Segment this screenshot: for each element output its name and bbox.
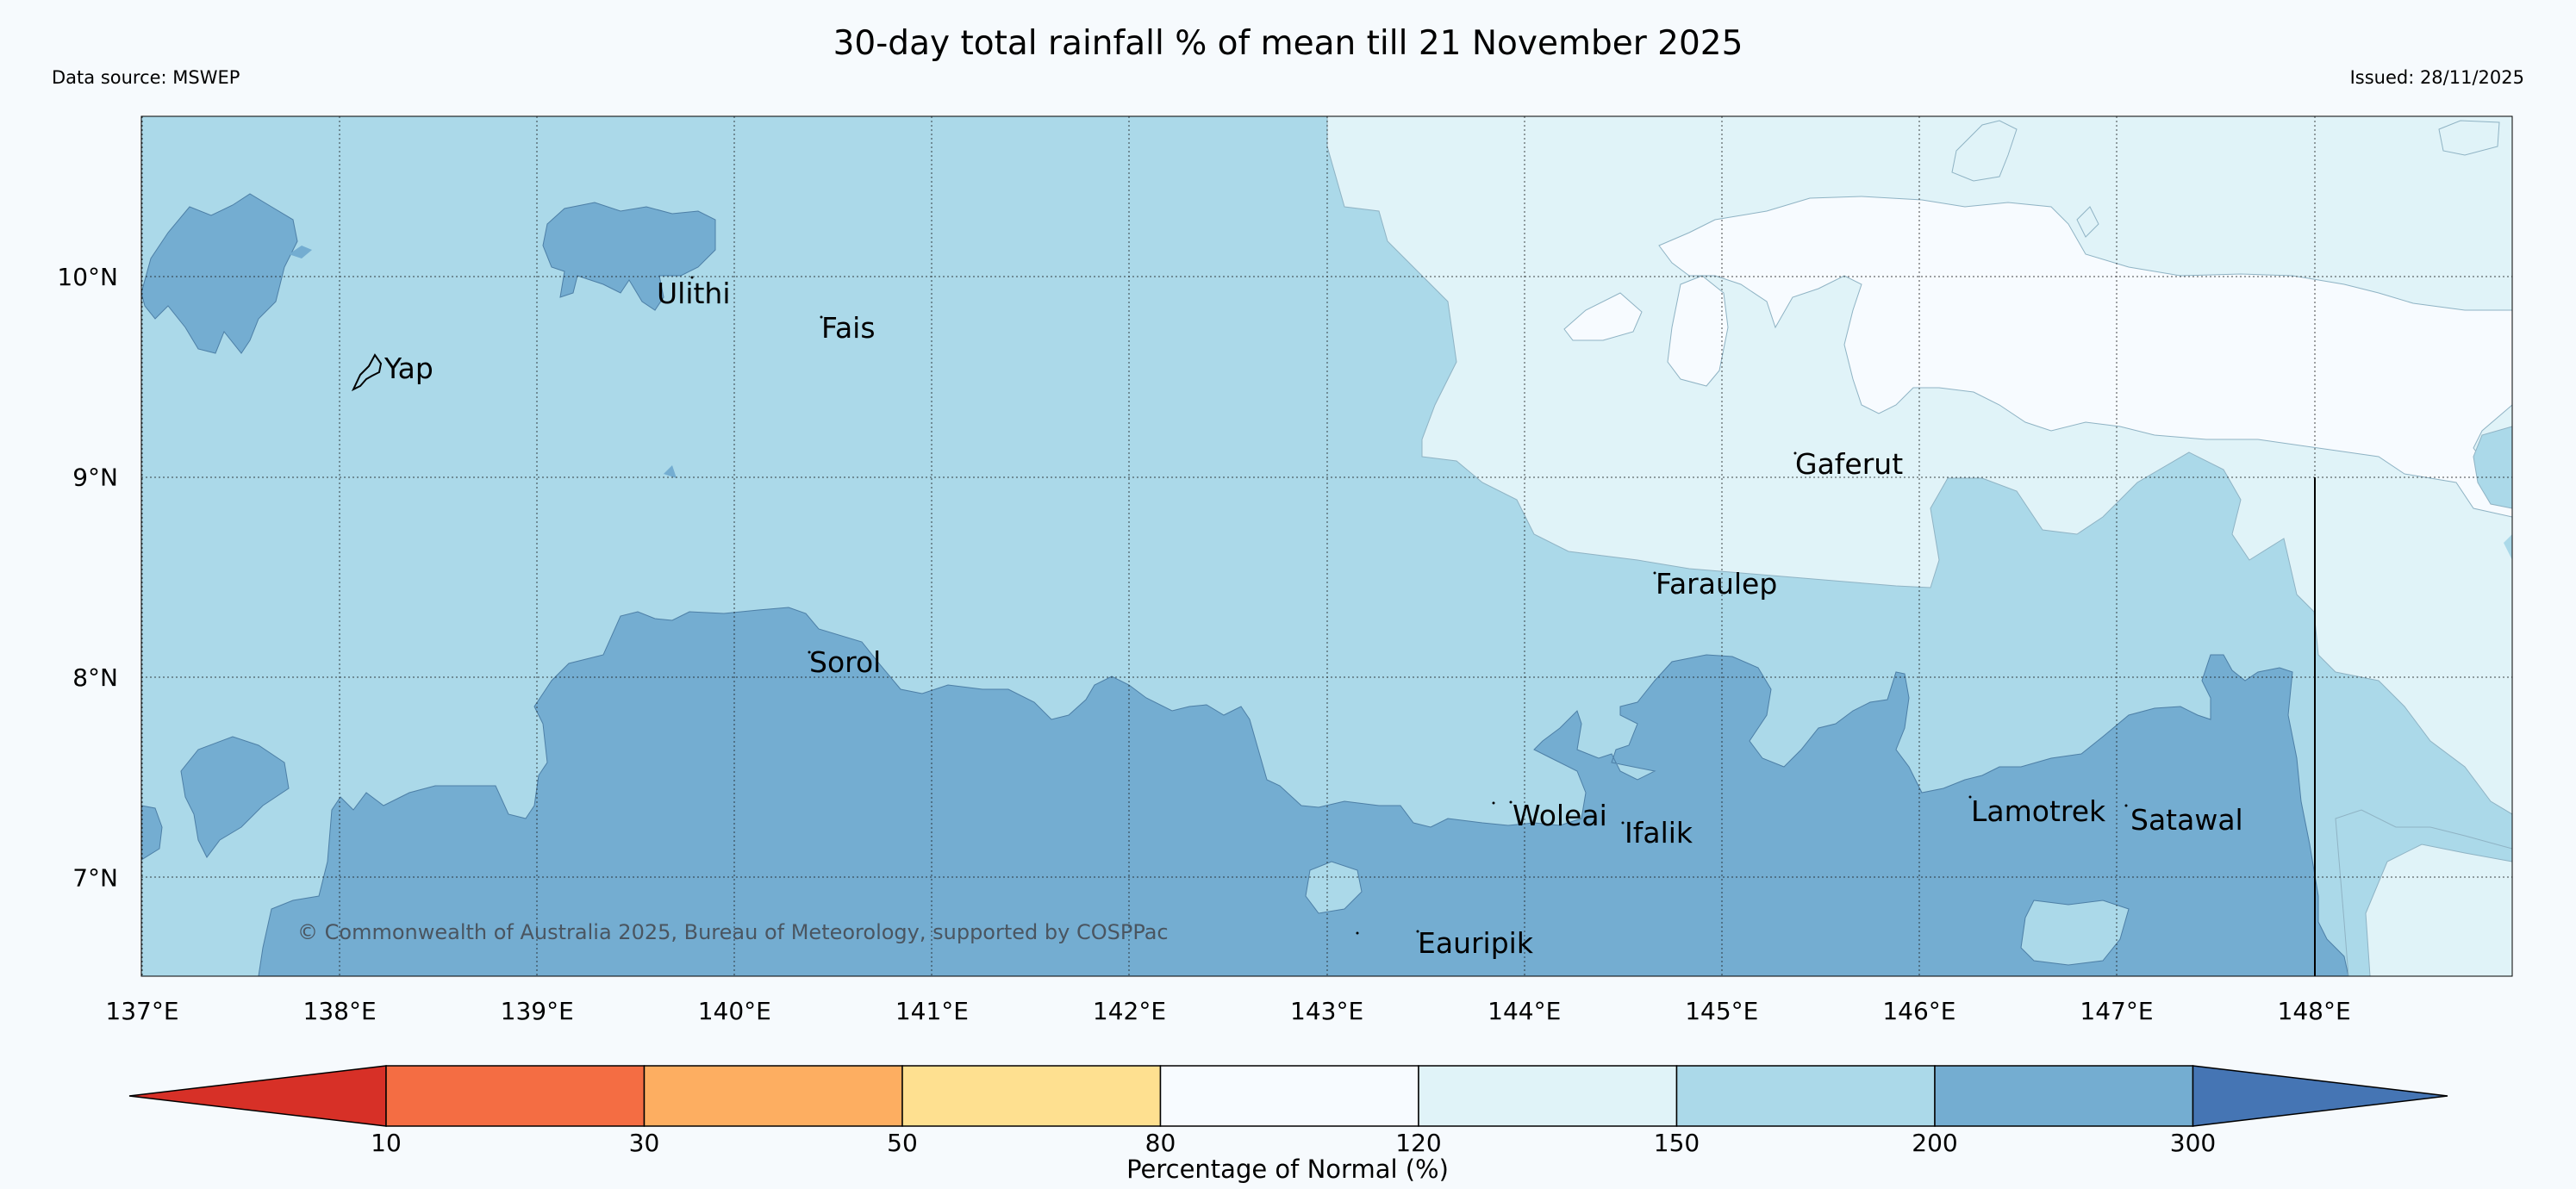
lon-tick-label: 143°E [1290,997,1363,1025]
colorbar-extend-high [2192,1065,2448,1127]
band-150-200-east [2473,426,2512,509]
band-200-300-nw [141,193,298,354]
band-80-120-patch [1563,292,1643,341]
latitude-ticks: 10°N 9°N 8°N 7°N [57,263,118,893]
band-80-120-north [1658,196,2512,518]
lon-tick-label: 142°E [1093,997,1166,1025]
band-120-150-n3 [2076,206,2099,238]
lon-tick-label: 148°E [2278,997,2351,1025]
lon-tick-label: 147°E [2080,997,2153,1025]
colorbar-bin [901,1065,1162,1127]
lon-tick-label: 140°E [698,997,771,1025]
place-label-ulithi: Ulithi [657,277,731,310]
place-label-gaferut: Gaferut [1795,447,1903,481]
place-label-faraulep: Faraulep [1656,567,1777,601]
place-label-woleai: Woleai [1513,799,1607,832]
lon-tick-label: 144°E [1488,997,1561,1025]
lon-tick-label: 145°E [1685,997,1758,1025]
band-200-300-ulithi [542,202,716,311]
colorbar [128,1065,2448,1127]
band-200-300-w4 [664,465,677,478]
lon-tick-label: 139°E [501,997,574,1025]
lon-tick-label: 141°E [895,997,969,1025]
lat-tick-label: 7°N [72,864,118,893]
colorbar-tick: 10 [371,1129,402,1157]
lon-tick-label: 138°E [303,997,377,1025]
lon-tick-label: 137°E [105,997,178,1025]
copyright-text: © Commonwealth of Australia 2025, Bureau… [297,920,1169,944]
colorbar-tick-labels: 10 30 50 80 120 150 200 300 [371,1129,2216,1157]
colorbar-bin [643,1065,903,1127]
colorbar-tick: 50 [887,1129,918,1157]
lat-tick-label: 8°N [72,663,118,692]
longitude-ticks: 137°E 138°E 139°E 140°E 141°E 142°E 143°E 144°E… [105,997,2350,1025]
band-80-120-patch2 [1667,275,1729,387]
lat-tick-label: 10°N [57,263,118,291]
graticule [141,116,2512,976]
colorbar-tick: 200 [1912,1129,1957,1157]
colorbar-bin [1934,1065,2194,1127]
place-label-fais: Fais [821,311,876,345]
colorbar-tick: 80 [1145,1129,1176,1157]
colorbar-bin [1418,1065,1678,1127]
colorbar-tick: 300 [2170,1129,2216,1157]
lon-tick-label: 146°E [1882,997,1955,1025]
map-frame [140,115,2513,977]
band-120-150-south-east-fill [2365,844,2512,976]
map-title: 30-day total rainfall % of mean till 21 … [833,24,1743,63]
band-150-200-east2 [2504,534,2512,560]
colorbar-bin [1159,1065,1419,1127]
colorbar-bin [1675,1065,1936,1127]
place-labels: Yap Ulithi Fais Sorol Gaferut Faraulep W… [384,277,2243,960]
colorbar-tick: 30 [629,1129,660,1157]
place-label-sorol: Sorol [809,645,881,679]
band-200-300-south [141,607,2349,976]
band-120-150-n1 [1951,120,2018,182]
band-200-300-w1 [180,736,290,858]
band-200-300-w3 [289,246,312,258]
band-150-200-hole [2020,900,2130,966]
place-label-lamotrek: Lamotrek [1971,794,2106,828]
place-label-satawal: Satawal [2130,803,2243,837]
issued-date-label: Issued: 28/11/2025 [2349,67,2524,88]
band-150-200-hole2 [1305,861,1363,914]
colorbar-bin [385,1065,646,1127]
colorbar-tick: 150 [1654,1129,1700,1157]
island-dots [690,276,2128,935]
colorbar-tick: 120 [1395,1129,1441,1157]
colorbar-title: Percentage of Normal (%) [1126,1155,1449,1184]
colorbar-extend-low [128,1065,387,1127]
yap-island [351,353,383,392]
band-200-300-w2 [141,805,163,861]
place-label-ifalik: Ifalik [1625,816,1693,850]
place-label-yap: Yap [384,352,433,385]
band-120-150-n2 [2438,120,2500,156]
map-plot-area: © Commonwealth of Australia 2025, Bureau… [141,116,2512,976]
place-label-eauripik: Eauripik [1418,926,1534,960]
data-source-label: Data source: MSWEP [52,67,240,88]
lat-tick-label: 9°N [72,464,118,492]
